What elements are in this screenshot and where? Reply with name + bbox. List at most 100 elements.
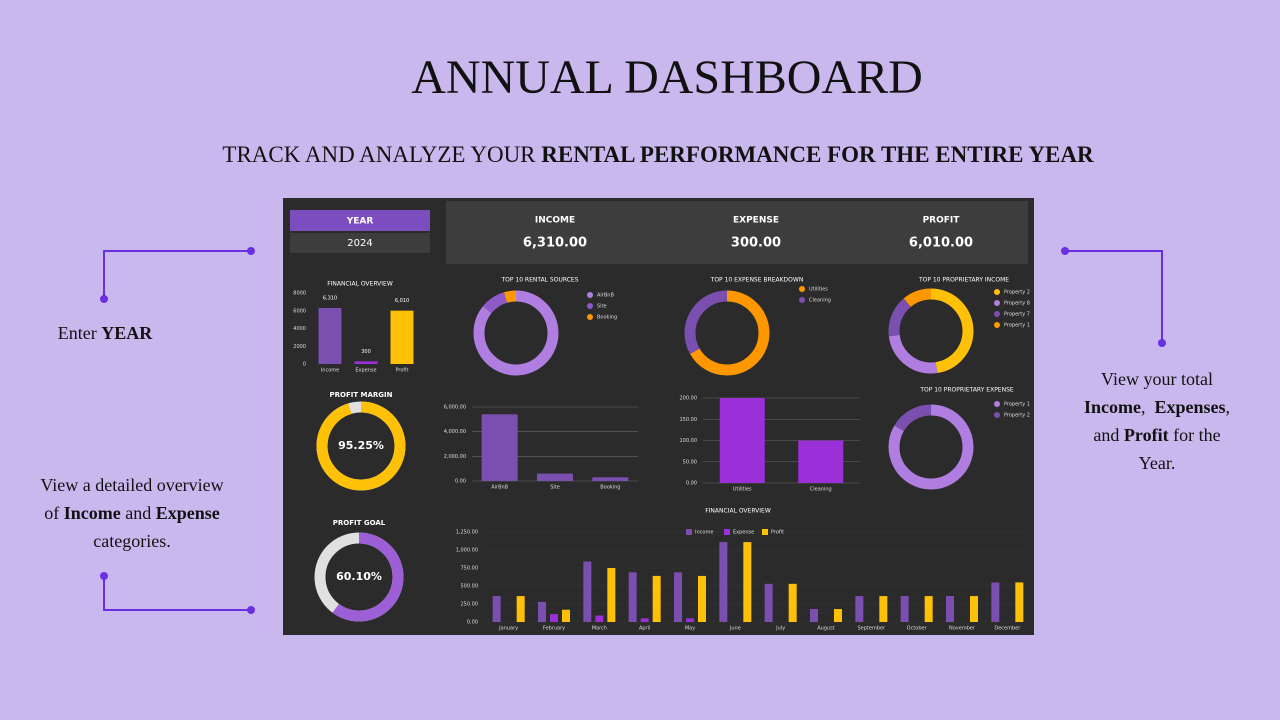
y-tick-label: 750.00 bbox=[461, 566, 479, 572]
y-tick-label: 2000 bbox=[293, 344, 306, 350]
bar bbox=[607, 568, 616, 622]
legend-label: Property 2 bbox=[1004, 290, 1030, 296]
text-run: RENTAL PERFORMANCE FOR THE ENTIRE YEAR bbox=[541, 142, 1094, 167]
text-run: Expenses bbox=[1154, 397, 1225, 417]
y-tick-label: 6000 bbox=[293, 308, 306, 314]
callout-line: of Income and Expense bbox=[44, 503, 220, 523]
y-tick-label: 0.00 bbox=[467, 620, 478, 626]
y-tick-label: 250.00 bbox=[461, 602, 479, 608]
legend-swatch bbox=[799, 286, 805, 292]
text-run: YEAR bbox=[101, 323, 153, 343]
chart-title: FINANCIAL OVERVIEW bbox=[705, 508, 771, 515]
legend-swatch bbox=[994, 412, 1000, 418]
bar bbox=[834, 609, 842, 622]
text-run: Income bbox=[64, 503, 121, 523]
chart-title: FINANCIAL OVERVIEW bbox=[327, 281, 393, 288]
connector bbox=[1065, 250, 1163, 343]
legend-label: Property 1 bbox=[1004, 323, 1030, 329]
bar bbox=[764, 583, 773, 622]
bar bbox=[592, 477, 629, 481]
bar bbox=[810, 609, 818, 622]
bar bbox=[390, 310, 414, 364]
y-tick-label: 1,250.00 bbox=[456, 530, 478, 536]
y-tick-label: 500.00 bbox=[461, 584, 479, 590]
x-tick-label: May bbox=[685, 626, 695, 632]
value-label: 300 bbox=[361, 349, 371, 355]
kpi-label: EXPENSE bbox=[733, 216, 779, 226]
kpi-value: 300.00 bbox=[731, 236, 781, 251]
text-run: categories. bbox=[93, 531, 170, 551]
legend-label: Profit bbox=[771, 530, 784, 536]
bar bbox=[686, 618, 694, 622]
bar bbox=[879, 596, 888, 622]
text-run: View a detailed overview bbox=[40, 475, 223, 495]
y-tick-label: 0 bbox=[303, 362, 306, 368]
donut-segment bbox=[888, 288, 974, 374]
legend-swatch bbox=[587, 292, 593, 298]
text-run: for the bbox=[1169, 425, 1221, 445]
dot bbox=[247, 606, 255, 614]
legend-label: Property 1 bbox=[1004, 402, 1030, 408]
bar bbox=[674, 572, 682, 622]
bar bbox=[900, 596, 909, 622]
text-run: Income bbox=[1084, 397, 1141, 417]
bar bbox=[318, 307, 342, 364]
x-tick-label: April bbox=[639, 626, 650, 632]
x-tick-label: Booking bbox=[600, 485, 620, 491]
legend-swatch bbox=[587, 314, 593, 320]
dot bbox=[247, 247, 255, 255]
y-tick-label: 150.00 bbox=[680, 417, 698, 423]
value-label: 6,010 bbox=[395, 298, 409, 304]
legend-swatch bbox=[994, 401, 1000, 407]
callout-line: Income, Expenses, bbox=[1084, 397, 1230, 417]
callout-line: and Profit for the bbox=[1093, 425, 1220, 445]
donut-title: TOP 10 PROPRIETARY EXPENSE bbox=[919, 387, 1014, 394]
legend-swatch bbox=[724, 529, 730, 535]
bar bbox=[481, 414, 518, 481]
x-tick-label: December bbox=[994, 626, 1021, 632]
dot bbox=[1158, 339, 1166, 347]
bar bbox=[652, 575, 661, 622]
donut-title: TOP 10 PROPRIETARY INCOME bbox=[918, 277, 1009, 284]
gauge-value bbox=[316, 401, 406, 491]
x-tick-label: Profit bbox=[395, 368, 408, 374]
text-run: Year. bbox=[1139, 453, 1176, 473]
donut-segment bbox=[473, 290, 559, 376]
legend-label: Utilities bbox=[809, 287, 828, 293]
x-tick-label: AirBnB bbox=[491, 485, 508, 491]
year-value[interactable]: 2024 bbox=[347, 238, 372, 249]
legend-label: Site bbox=[597, 304, 607, 310]
y-tick-label: 200.00 bbox=[680, 396, 698, 402]
donut-segment bbox=[888, 288, 974, 374]
x-tick-label: November bbox=[949, 626, 976, 632]
dot bbox=[1061, 247, 1069, 255]
year-label: YEAR bbox=[346, 217, 374, 227]
bar bbox=[550, 614, 558, 622]
bar bbox=[640, 618, 649, 622]
bar bbox=[946, 596, 954, 622]
bar bbox=[354, 361, 378, 364]
legend-label: AirBnB bbox=[597, 293, 614, 299]
kpi-label: INCOME bbox=[535, 216, 575, 226]
callout-line: Enter YEAR bbox=[58, 323, 153, 343]
y-tick-label: 4,000.00 bbox=[444, 429, 466, 435]
callout-line: Year. bbox=[1139, 453, 1176, 473]
x-tick-label: July bbox=[775, 626, 785, 632]
donut-segment bbox=[888, 288, 974, 374]
callout-line: categories. bbox=[93, 531, 170, 551]
callout-line: View your total bbox=[1101, 369, 1213, 389]
y-tick-label: 6,000.00 bbox=[444, 405, 466, 411]
bar bbox=[595, 615, 604, 622]
text-run: of bbox=[44, 503, 64, 523]
year-input[interactable] bbox=[290, 233, 430, 253]
bar bbox=[798, 440, 844, 483]
text-run: Profit bbox=[1124, 425, 1169, 445]
x-tick-label: June bbox=[729, 626, 741, 632]
legend-swatch bbox=[994, 311, 1000, 317]
legend-label: Income bbox=[695, 530, 713, 536]
x-tick-label: Income bbox=[321, 368, 339, 374]
legend-label: Property 2 bbox=[1004, 413, 1030, 419]
bar bbox=[698, 575, 706, 622]
